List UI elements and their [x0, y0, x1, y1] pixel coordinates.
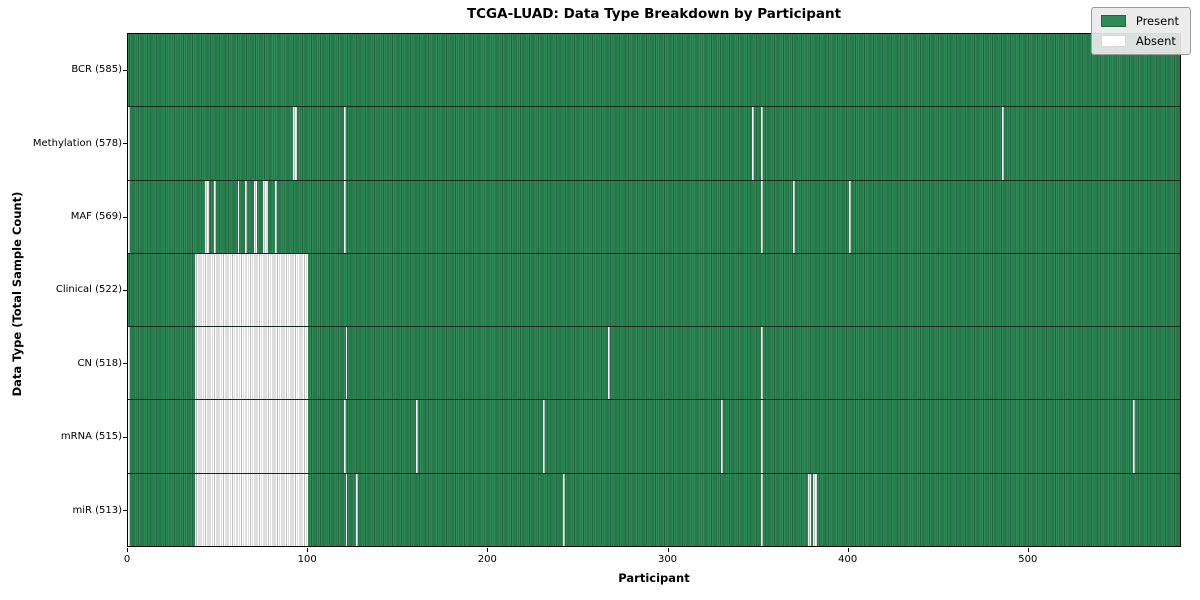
- absent-mark-maf: [760, 180, 763, 253]
- y-tick-label-bcr: BCR (585): [0, 33, 122, 106]
- absent-mark-maf: [343, 180, 346, 253]
- x-tick-label: 200: [477, 554, 497, 565]
- absent-mark-methylation: [293, 107, 298, 180]
- absent-mark-maf: [262, 180, 269, 253]
- row-label: Methylation (578): [32, 137, 122, 149]
- absent-mark-cn: [608, 327, 610, 400]
- chart-title: TCGA-LUAD: Data Type Breakdown by Partic…: [466, 6, 842, 22]
- plot-area: [127, 33, 1181, 547]
- absent-mark-cn: [345, 327, 348, 400]
- row-label: BCR (585): [71, 64, 122, 76]
- x-tick-label: 0: [123, 554, 131, 565]
- absent-mark-mir: [356, 473, 359, 546]
- y-tick-mark: [123, 143, 127, 145]
- absent-mark-mrna: [194, 400, 308, 473]
- present-swatch-icon: [1100, 15, 1126, 27]
- x-tick-label: 100: [297, 554, 317, 565]
- x-tick-label: 300: [657, 554, 678, 565]
- row-bcr: [128, 34, 1180, 108]
- y-tick-mark: [123, 436, 127, 438]
- row-label: CN (518): [77, 357, 122, 369]
- absent-mark-methylation: [752, 107, 754, 180]
- legend-label-present: Present: [1135, 14, 1179, 28]
- y-tick-label-maf: MAF (569): [0, 180, 122, 253]
- row-methylation: [128, 107, 1180, 181]
- absent-mark-mir: [194, 473, 308, 546]
- y-tick-label-cn: CN (518): [0, 327, 122, 400]
- absent-mark-mir: [128, 473, 130, 546]
- absent-mark-maf: [253, 180, 258, 253]
- absent-mark-mrna: [760, 400, 763, 473]
- x-tick-mark: [667, 548, 669, 552]
- absent-mark-maf: [205, 180, 209, 253]
- y-tick-mark: [123, 69, 127, 71]
- absent-mark-methylation: [343, 107, 346, 180]
- absent-mark-cn: [128, 327, 130, 400]
- absent-mark-maf: [244, 180, 247, 253]
- x-tick-mark: [847, 548, 849, 552]
- absent-mark-maf: [793, 180, 796, 253]
- absent-mark-mir: [563, 473, 565, 546]
- absent-mark-cn: [760, 327, 763, 400]
- absent-mark-mir: [760, 473, 763, 546]
- legend: Present Absent: [1090, 7, 1191, 55]
- row-maf: [128, 180, 1180, 254]
- x-tick-mark: [307, 548, 309, 552]
- absent-mark-mrna: [1133, 400, 1136, 473]
- row-label: miR (513): [72, 504, 122, 516]
- y-tick-mark: [123, 290, 127, 291]
- absent-mark-maf: [849, 180, 851, 253]
- absent-mark-methylation: [128, 107, 130, 180]
- legend-entry-present: Present: [1100, 14, 1179, 28]
- legend-entry-absent: Absent: [1100, 34, 1179, 48]
- row-cn: [128, 327, 1180, 401]
- absent-mark-mir: [807, 473, 812, 546]
- absent-mark-maf: [275, 180, 278, 253]
- absent-mark-maf: [214, 180, 217, 253]
- y-tick-mark: [123, 363, 127, 365]
- legend-label-absent: Absent: [1135, 34, 1176, 48]
- x-tick-mark: [1027, 548, 1029, 552]
- row-label: MAF (569): [70, 211, 122, 223]
- row-mir: [128, 473, 1180, 546]
- absent-mark-mir: [345, 473, 348, 546]
- absent-mark-mir: [813, 473, 817, 546]
- y-tick-mark: [123, 510, 127, 512]
- y-tick-label-mrna: mRNA (515): [0, 400, 122, 473]
- x-tick-mark: [487, 548, 489, 552]
- x-tick-mark: [127, 548, 128, 552]
- row-clinical: [128, 253, 1180, 328]
- x-axis-label: Participant: [618, 571, 690, 585]
- absent-mark-clinical: [194, 253, 308, 327]
- absent-swatch-icon: [1100, 35, 1126, 47]
- absent-mark-methylation: [1001, 107, 1004, 180]
- absent-mark-mrna: [343, 400, 346, 473]
- y-tick-label-mir: miR (513): [0, 474, 122, 547]
- y-tick-labels: BCR (585) Methylation (578) MAF (569) Clini…: [0, 33, 127, 547]
- x-tick-labels: 0 100 200 300 400 500: [123, 547, 1181, 571]
- absent-mark-mrna: [415, 400, 418, 473]
- y-tick-mark: [123, 216, 127, 218]
- absent-mark-mrna: [721, 400, 724, 473]
- absent-mark-maf: [237, 180, 240, 253]
- row-label: mRNA (515): [60, 431, 122, 443]
- absent-mark-cn: [194, 327, 308, 400]
- y-tick-label-methylation: Methylation (578): [0, 106, 122, 179]
- absent-mark-methylation: [760, 107, 763, 180]
- absent-mark-mrna: [128, 400, 130, 473]
- x-tick-label: 500: [1018, 554, 1038, 565]
- x-tick-label: 400: [838, 554, 858, 565]
- absent-mark-maf: [128, 180, 130, 253]
- row-mrna: [128, 400, 1180, 474]
- row-label: Clinical (522): [55, 284, 122, 296]
- absent-mark-mrna: [543, 400, 546, 473]
- y-tick-label-clinical: Clinical (522): [0, 253, 122, 326]
